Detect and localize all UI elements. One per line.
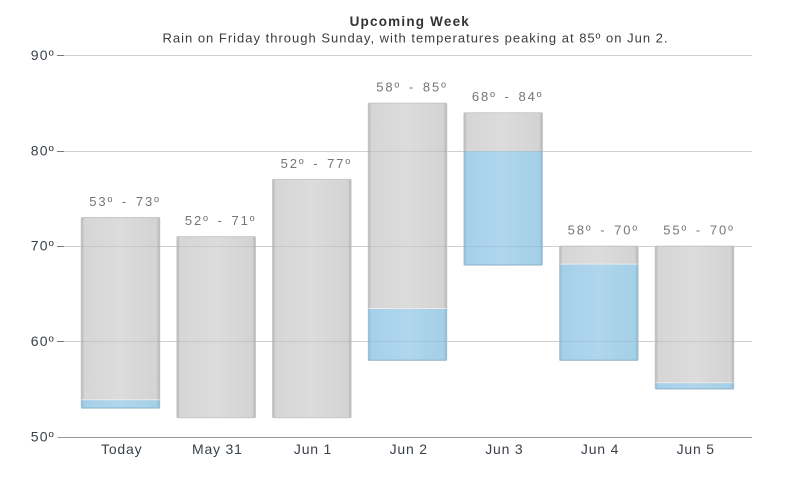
svg-text:May 31: May 31	[192, 441, 243, 457]
svg-text:70º: 70º	[31, 238, 55, 254]
svg-text:Jun 2: Jun 2	[390, 441, 428, 457]
svg-text:52º - 71º: 52º - 71º	[185, 213, 256, 228]
svg-text:Rain on Friday through Sunday,: Rain on Friday through Sunday, with temp…	[162, 31, 668, 46]
svg-text:Jun 3: Jun 3	[485, 441, 523, 457]
svg-text:58º - 85º: 58º - 85º	[376, 80, 447, 95]
svg-text:90º: 90º	[31, 47, 55, 63]
svg-text:50º: 50º	[31, 428, 55, 444]
svg-text:55º - 70º: 55º - 70º	[663, 223, 734, 238]
svg-text:58º - 70º: 58º - 70º	[568, 223, 639, 238]
svg-text:Jun 4: Jun 4	[581, 441, 619, 457]
svg-text:Upcoming Week: Upcoming Week	[350, 14, 470, 29]
svg-text:Jun 1: Jun 1	[294, 441, 332, 457]
svg-text:52º - 77º: 52º - 77º	[281, 156, 352, 171]
svg-text:80º: 80º	[31, 142, 55, 158]
svg-text:Today: Today	[101, 441, 142, 457]
svg-text:60º: 60º	[31, 333, 55, 349]
svg-text:Jun 5: Jun 5	[677, 441, 715, 457]
svg-text:53º - 73º: 53º - 73º	[89, 194, 160, 209]
svg-text:68º - 84º: 68º - 84º	[472, 89, 543, 104]
